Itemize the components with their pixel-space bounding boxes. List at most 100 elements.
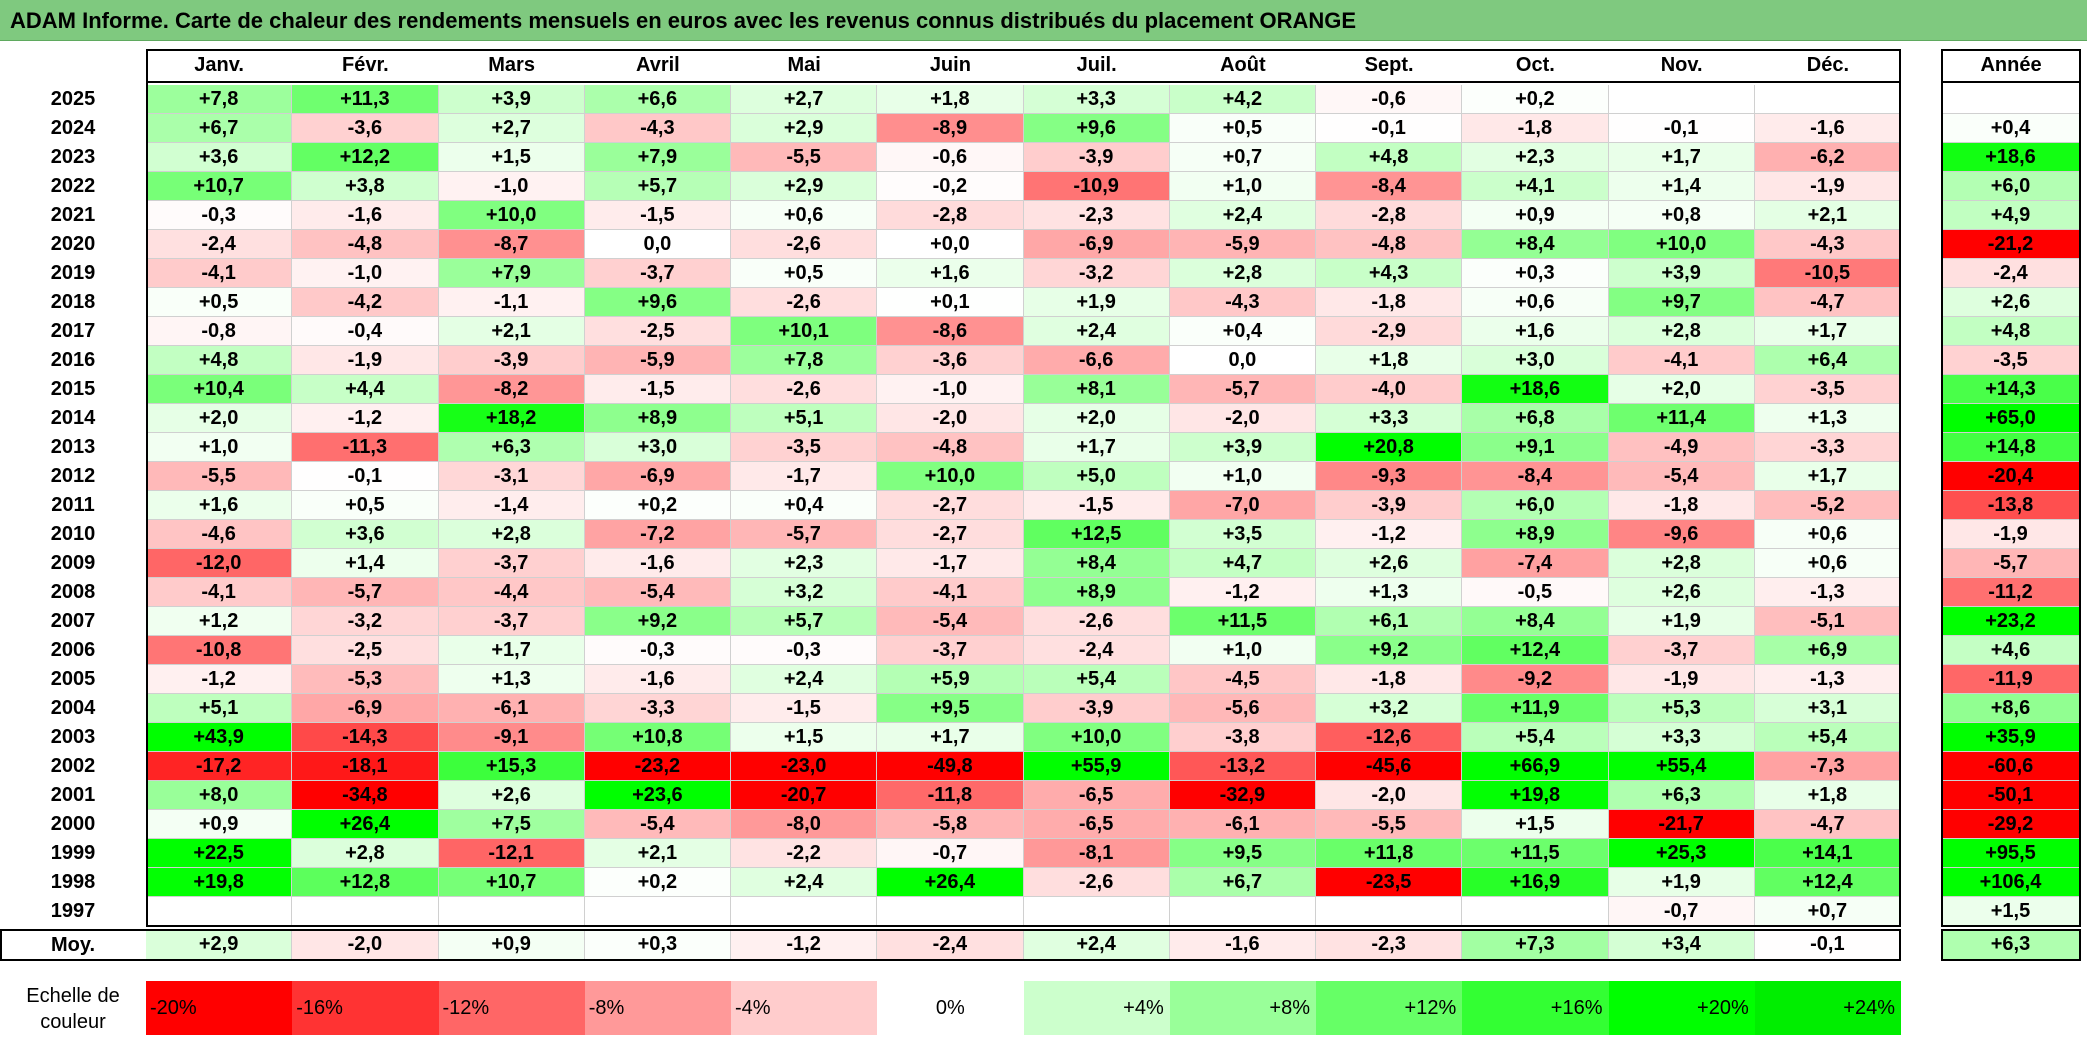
heatmap-cell: -1,5 <box>731 694 878 723</box>
heatmap-cell: -3,1 <box>438 462 585 491</box>
heatmap-cell: -8,4 <box>1316 172 1463 201</box>
month-header: Août <box>1169 49 1316 83</box>
heatmap-cell: +7,8 <box>146 85 293 114</box>
heatmap-cell: -9,2 <box>1462 665 1609 694</box>
color-scale-stop: +4% <box>1023 981 1170 1035</box>
heatmap-cell: +8,4 <box>1462 230 1609 259</box>
heatmap-cell: +0,5 <box>1169 114 1316 143</box>
heatmap-cell: -5,7 <box>731 520 878 549</box>
heatmap-cell: -5,2 <box>1754 491 1901 520</box>
heatmap-cell: -1,7 <box>731 462 878 491</box>
heatmap-cell: -1,2 <box>146 665 293 694</box>
heatmap-cell: +1,7 <box>1754 462 1901 491</box>
chart-title: ADAM Informe. Carte de chaleur des rende… <box>0 0 2087 41</box>
heatmap-cell: -1,1 <box>438 288 585 317</box>
heatmap-cell: +6,8 <box>1462 404 1609 433</box>
heatmap-cell: +0,2 <box>584 868 731 897</box>
heatmap-cell <box>1023 897 1170 926</box>
heatmap-cell: -1,8 <box>1462 114 1609 143</box>
average-cell: +7,3 <box>1462 929 1609 961</box>
heatmap-cell: +2,9 <box>731 172 878 201</box>
heatmap-cell: -5,4 <box>584 578 731 607</box>
heatmap-cell: -1,5 <box>584 375 731 404</box>
heatmap-cell: -6,9 <box>584 462 731 491</box>
annual-cell: -11,2 <box>1941 578 2081 607</box>
heatmap-cell: +12,5 <box>1023 520 1170 549</box>
heatmap-cell: +0,9 <box>1462 201 1609 230</box>
color-scale-stop: +24% <box>1754 981 1901 1035</box>
month-header: Mai <box>731 49 878 83</box>
heatmap-cell: -5,7 <box>1169 375 1316 404</box>
heatmap-cell: +0,6 <box>1462 288 1609 317</box>
heatmap-cell: +1,9 <box>1608 868 1755 897</box>
heatmap-cell: +2,3 <box>1462 143 1609 172</box>
heatmap-cell: -3,9 <box>1023 143 1170 172</box>
year-label: 2000 <box>0 810 146 839</box>
heatmap-cell: -3,7 <box>877 636 1024 665</box>
heatmap-cell: -2,2 <box>731 839 878 868</box>
heatmap-cell: -3,6 <box>877 346 1024 375</box>
heatmap-cell: +9,6 <box>1023 114 1170 143</box>
year-label: 2020 <box>0 230 146 259</box>
heatmap-cell: +0,5 <box>292 491 439 520</box>
heatmap-cell: +2,0 <box>1608 375 1755 404</box>
heatmap-cell: +10,0 <box>877 462 1024 491</box>
color-scale-stop: -4% <box>731 981 878 1035</box>
heatmap-cell: +9,7 <box>1608 288 1755 317</box>
year-label: 2016 <box>0 346 146 375</box>
heatmap-cell: +5,1 <box>731 404 878 433</box>
heatmap-cell: -4,3 <box>1754 230 1901 259</box>
year-label: 2007 <box>0 607 146 636</box>
heatmap-cell: -1,6 <box>584 665 731 694</box>
heatmap-cell: -9,1 <box>438 723 585 752</box>
heatmap-cell: +6,3 <box>1608 781 1755 810</box>
heatmap-cell: +0,5 <box>731 259 878 288</box>
heatmap-cell: -1,8 <box>1608 491 1755 520</box>
heatmap-cell: -1,4 <box>438 491 585 520</box>
annual-cell: -3,5 <box>1941 346 2081 375</box>
heatmap-cell: -1,6 <box>292 201 439 230</box>
heatmap-cell: -20,7 <box>731 781 878 810</box>
heatmap-cell: -4,8 <box>1316 230 1463 259</box>
heatmap-cell <box>1608 85 1755 114</box>
color-scale-stop: +16% <box>1462 981 1609 1035</box>
heatmap-cell: -12,6 <box>1316 723 1463 752</box>
heatmap-cell: +3,8 <box>292 172 439 201</box>
heatmap-cell: +0,9 <box>146 810 293 839</box>
heatmap-cell: +5,0 <box>1023 462 1170 491</box>
heatmap-cell: -3,5 <box>731 433 878 462</box>
heatmap-cell: +8,9 <box>1023 578 1170 607</box>
heatmap-cell <box>731 897 878 926</box>
heatmap-cell: -3,7 <box>1608 636 1755 665</box>
heatmap-cell: +6,7 <box>146 114 293 143</box>
heatmap-cell: +3,0 <box>1462 346 1609 375</box>
heatmap-cell: +15,3 <box>438 752 585 781</box>
heatmap-cell: +2,8 <box>1608 549 1755 578</box>
annual-cell: +14,8 <box>1941 433 2081 462</box>
heatmap-cell: -1,5 <box>1023 491 1170 520</box>
annual-cell: +65,0 <box>1941 404 2081 433</box>
heatmap-cell: -10,8 <box>146 636 293 665</box>
heatmap-cell: -4,1 <box>146 259 293 288</box>
heatmap-cell: +1,7 <box>1023 433 1170 462</box>
heatmap-cell: +2,8 <box>1169 259 1316 288</box>
heatmap-cell: +1,9 <box>1023 288 1170 317</box>
year-label: 2024 <box>0 114 146 143</box>
heatmap-cell: -17,2 <box>146 752 293 781</box>
month-header: Nov. <box>1608 49 1755 83</box>
heatmap-cell: 0,0 <box>584 230 731 259</box>
annual-cell: -1,9 <box>1941 520 2081 549</box>
year-label: 2019 <box>0 259 146 288</box>
annual-cell: -21,2 <box>1941 230 2081 259</box>
heatmap-cell: -5,5 <box>1316 810 1463 839</box>
heatmap-cell: -3,2 <box>292 607 439 636</box>
heatmap-cell: -6,9 <box>292 694 439 723</box>
heatmap-cell: +10,7 <box>146 172 293 201</box>
heatmap-cell: -0,8 <box>146 317 293 346</box>
heatmap-cell: +3,9 <box>438 85 585 114</box>
year-label: 1997 <box>0 897 146 926</box>
heatmap-cell: +0,7 <box>1754 897 1901 926</box>
heatmap-cell: -1,2 <box>292 404 439 433</box>
heatmap-cell: -5,5 <box>731 143 878 172</box>
heatmap-cell: -4,1 <box>877 578 1024 607</box>
